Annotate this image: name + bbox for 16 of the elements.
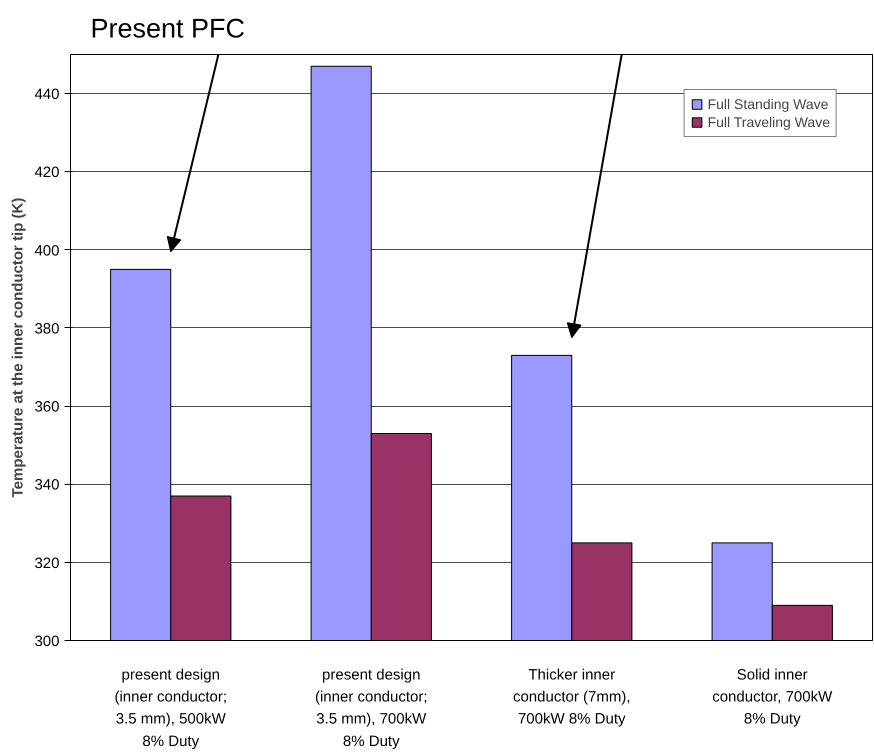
- legend-label: Full Standing Wave: [708, 96, 828, 112]
- y-tick-label: 440: [34, 86, 60, 104]
- y-tick-label: 320: [34, 554, 60, 572]
- x-tick-label: present design (inner conductor; 3.5 mm), 500kW 8% Duty: [114, 666, 228, 750]
- text: Present PFC: [90, 14, 246, 44]
- x-tick-label: Solid inner conductor, 700kW 8% Duty: [712, 666, 834, 728]
- y-tick-label: 380: [34, 320, 60, 338]
- legend-label: Full Traveling Wave: [708, 114, 830, 130]
- y-tick-label: 300: [34, 633, 60, 650]
- y-tick-label: 400: [34, 242, 60, 260]
- y-tick-label: 340: [34, 476, 60, 494]
- x-tick-label: Thicker inner conductor (7mm), 700kW 8% Duty: [512, 666, 631, 728]
- y-axis-title: Temperature at the inner conductor tip (K): [9, 198, 26, 498]
- y-tick-label: 360: [34, 398, 60, 416]
- x-tick-label: present design (inner conductor; 3.5 mm), 700kW 8% Duty: [314, 666, 428, 750]
- y-tick-label: 420: [34, 164, 60, 182]
